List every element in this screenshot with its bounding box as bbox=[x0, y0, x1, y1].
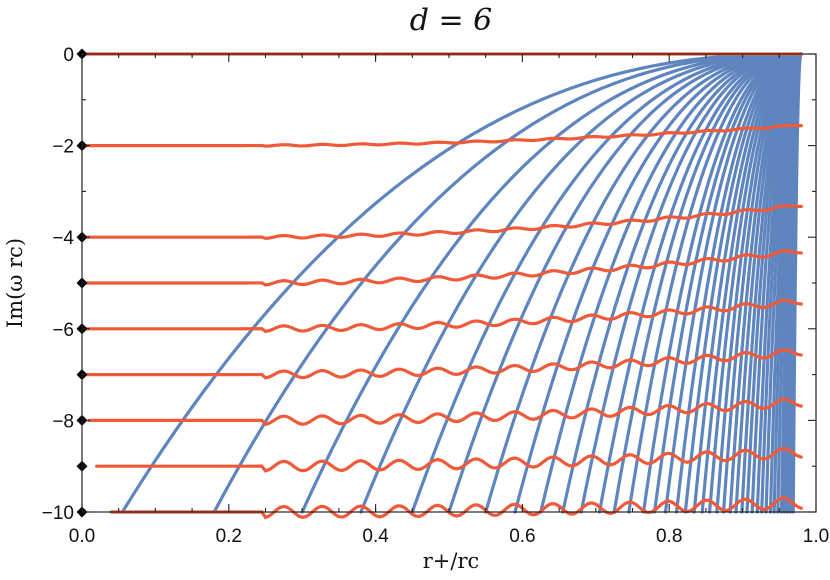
blue-series-line bbox=[513, 52, 798, 514]
red-series-line bbox=[80, 348, 803, 380]
red-series-line bbox=[95, 446, 803, 473]
axes: 0.0 0.2 0.4 0.6 0.8 1.0 0 −2 −4 −6 −8 −10 bbox=[42, 45, 829, 547]
blue-series-line bbox=[447, 52, 796, 514]
x-tick-label: 1.0 bbox=[803, 526, 829, 547]
plot-area bbox=[76, 48, 803, 520]
y-axis-label: Im(ω rc) bbox=[3, 238, 27, 328]
blue-series-line bbox=[539, 52, 798, 514]
y-tick-label: −4 bbox=[52, 228, 74, 249]
x-tick-label: 0.2 bbox=[216, 526, 242, 547]
chart-title: d = 6 bbox=[410, 3, 493, 38]
red-series-line bbox=[80, 123, 803, 148]
x-tick-label: 0.8 bbox=[656, 526, 682, 547]
x-tick-label: 0.0 bbox=[69, 526, 95, 547]
red-series-line bbox=[80, 203, 803, 241]
blue-series-line bbox=[484, 52, 797, 514]
red-series-line bbox=[80, 249, 803, 287]
x-axis-label: r+/rc bbox=[423, 549, 480, 573]
y-tick-label: −2 bbox=[52, 137, 74, 158]
x-tick-label: 0.6 bbox=[509, 526, 535, 547]
y-tick-label: −6 bbox=[52, 320, 74, 341]
blue-series-line bbox=[300, 52, 793, 514]
blue-series-line bbox=[359, 52, 795, 514]
red-series-line bbox=[87, 397, 803, 427]
red-series-line bbox=[80, 298, 803, 334]
y-tick-label: 0 bbox=[63, 45, 74, 66]
y-tick-label: −8 bbox=[52, 411, 74, 432]
blue-series-line bbox=[212, 52, 792, 514]
y-tick-label: −10 bbox=[42, 503, 74, 524]
blue-series-line bbox=[410, 52, 796, 514]
x-tick-label: 0.4 bbox=[362, 526, 389, 547]
blue-series-line bbox=[120, 52, 790, 514]
